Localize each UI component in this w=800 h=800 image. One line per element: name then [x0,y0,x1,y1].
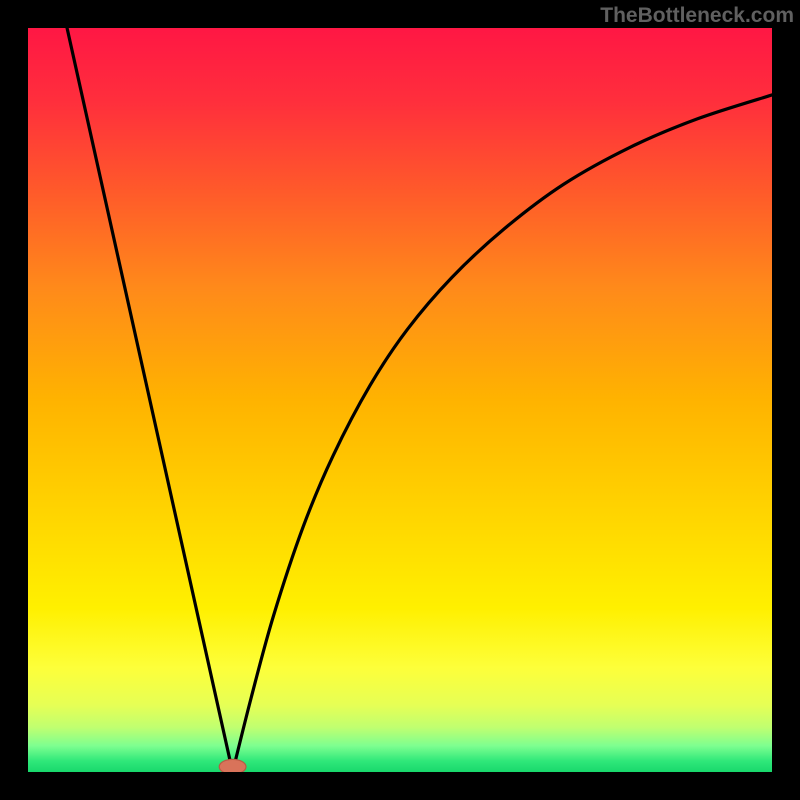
watermark-text: TheBottleneck.com [600,4,794,28]
chart-svg [28,28,772,772]
optimal-point-marker [219,759,246,772]
gradient-background [28,28,772,772]
plot-area [28,28,772,772]
